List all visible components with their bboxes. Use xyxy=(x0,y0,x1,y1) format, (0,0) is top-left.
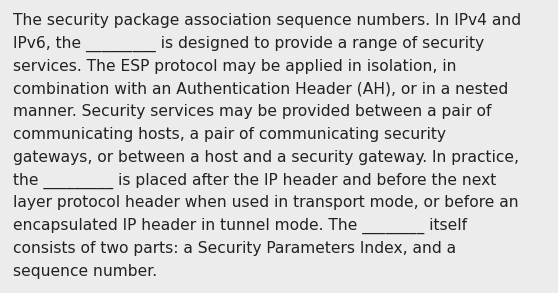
Text: consists of two parts: a Security Parameters Index, and a: consists of two parts: a Security Parame… xyxy=(13,241,456,256)
Text: combination with an Authentication Header (AH), or in a nested: combination with an Authentication Heade… xyxy=(13,81,508,96)
Text: IPv6, the _________ is designed to provide a range of security: IPv6, the _________ is designed to provi… xyxy=(13,36,484,52)
Text: sequence number.: sequence number. xyxy=(13,264,157,279)
Text: services. The ESP protocol may be applied in isolation, in: services. The ESP protocol may be applie… xyxy=(13,59,456,74)
Text: manner. Security services may be provided between a pair of: manner. Security services may be provide… xyxy=(13,104,492,119)
Text: layer protocol header when used in transport mode, or before an: layer protocol header when used in trans… xyxy=(13,195,518,210)
Text: the _________ is placed after the IP header and before the next: the _________ is placed after the IP hea… xyxy=(13,173,496,189)
Text: communicating hosts, a pair of communicating security: communicating hosts, a pair of communica… xyxy=(13,127,446,142)
Text: encapsulated IP header in tunnel mode. The ________ itself: encapsulated IP header in tunnel mode. T… xyxy=(13,218,467,234)
Text: gateways, or between a host and a security gateway. In practice,: gateways, or between a host and a securi… xyxy=(13,150,519,165)
Text: The security package association sequence numbers. In IPv4 and: The security package association sequenc… xyxy=(13,13,521,28)
